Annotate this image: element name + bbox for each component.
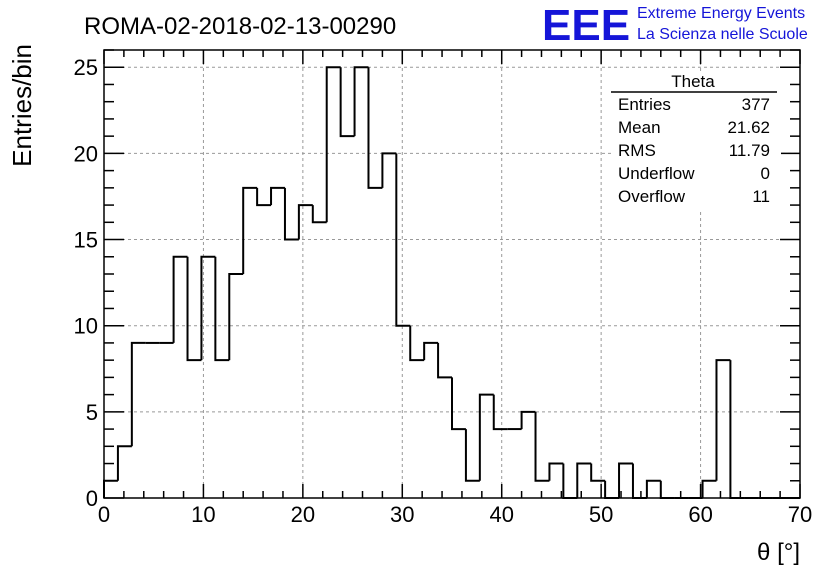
stats-value: 21.62 [727, 118, 770, 137]
histogram-bin [283, 187, 299, 241]
histogram-bin [464, 429, 480, 482]
histogram-bin [297, 204, 313, 240]
y-axis-label: Entries/bin [7, 44, 37, 167]
histogram-bin [659, 480, 675, 499]
histogram-bin [729, 360, 745, 499]
stats-box-bg [611, 73, 781, 211]
histogram-bin [200, 255, 216, 361]
histogram-bin [576, 462, 592, 498]
histogram-bin [186, 256, 202, 362]
histogram-bin [214, 256, 230, 362]
stats-value: 377 [742, 95, 770, 114]
x-tick-label: 30 [390, 502, 414, 527]
stats-box-title: Theta [671, 72, 715, 91]
eee-logo-mark: EEE [542, 1, 630, 50]
stats-label: Mean [618, 118, 661, 137]
histogram-bin [103, 479, 118, 498]
x-tick-label: 40 [489, 502, 513, 527]
stats-value: 0 [761, 164, 770, 183]
histogram-bin [492, 394, 508, 431]
x-tick-label: 60 [688, 502, 712, 527]
histogram-bin [228, 273, 244, 361]
histogram-bin [270, 186, 285, 206]
histogram-bin [395, 153, 411, 327]
histogram-bin [423, 341, 439, 361]
histogram-bin [172, 255, 188, 343]
histogram-bin [520, 410, 536, 430]
histogram-bin [311, 205, 327, 224]
histogram-bin [701, 479, 717, 498]
y-tick-label: 15 [74, 228, 98, 253]
histogram-bin [562, 463, 578, 499]
histogram-bin [618, 462, 633, 498]
eee-logo-line2: La Scienza nelle Scuole [637, 26, 808, 43]
histogram-bin [325, 66, 341, 223]
y-tick-label: 25 [74, 55, 98, 80]
eee-logo: EEE Extreme Energy Events La Scienza nel… [542, 1, 808, 50]
histogram-bin [590, 463, 606, 482]
x-tick-labels: 0 10 20 30 40 50 60 70 [98, 502, 812, 527]
axis-ticks [103, 49, 801, 499]
chart-title: ROMA-02-2018-02-13-00290 [84, 13, 396, 40]
stats-label: Entries [618, 95, 671, 114]
stats-value: 11.79 [729, 141, 770, 160]
eee-logo-line1: Extreme Energy Events [637, 5, 805, 22]
x-tick-label: 70 [788, 502, 812, 527]
histogram-bin [256, 187, 272, 207]
stats-label: Underflow [618, 164, 695, 183]
histogram-bin [548, 462, 564, 481]
histogram-bin [353, 66, 369, 137]
histogram-bin [130, 341, 146, 447]
histogram-bin [645, 479, 661, 498]
x-tick-label: 20 [291, 502, 315, 527]
histogram-bin [631, 463, 647, 499]
y-tick-label: 0 [86, 486, 98, 511]
histogram-bin [339, 67, 355, 138]
y-tick-label: 20 [74, 141, 98, 166]
y-tick-labels: 0 5 10 15 20 25 [74, 55, 98, 511]
histogram-bin [242, 186, 258, 274]
y-tick-label: 5 [86, 400, 98, 425]
histogram-bin [367, 67, 383, 189]
histogram-bin [534, 411, 550, 482]
y-tick-label: 10 [74, 314, 98, 339]
stats-label: RMS [618, 141, 656, 160]
histogram-bin [604, 480, 620, 499]
stats-box: Theta Entries 377 Mean 21.62 RMS 11.79 Underfl… [611, 72, 781, 211]
stats-value: 11 [752, 187, 770, 206]
histogram-bin [715, 359, 731, 481]
histogram-bin [409, 325, 425, 362]
histogram-bin [381, 152, 397, 188]
histogram-bin [116, 445, 132, 481]
x-tick-label: 10 [191, 502, 215, 527]
stats-rows: Entries 377 Mean 21.62 RMS 11.79 Underflow 0 Ove… [618, 95, 770, 206]
histogram-bin [437, 342, 452, 379]
x-tick-label: 50 [589, 502, 613, 527]
histogram-bin [451, 377, 466, 431]
x-axis-label: θ [°] [757, 539, 800, 566]
stats-label: Overflow [618, 187, 686, 206]
histogram-bin [478, 393, 494, 481]
histogram-bins [103, 66, 800, 499]
x-tick-label: 0 [98, 502, 110, 527]
